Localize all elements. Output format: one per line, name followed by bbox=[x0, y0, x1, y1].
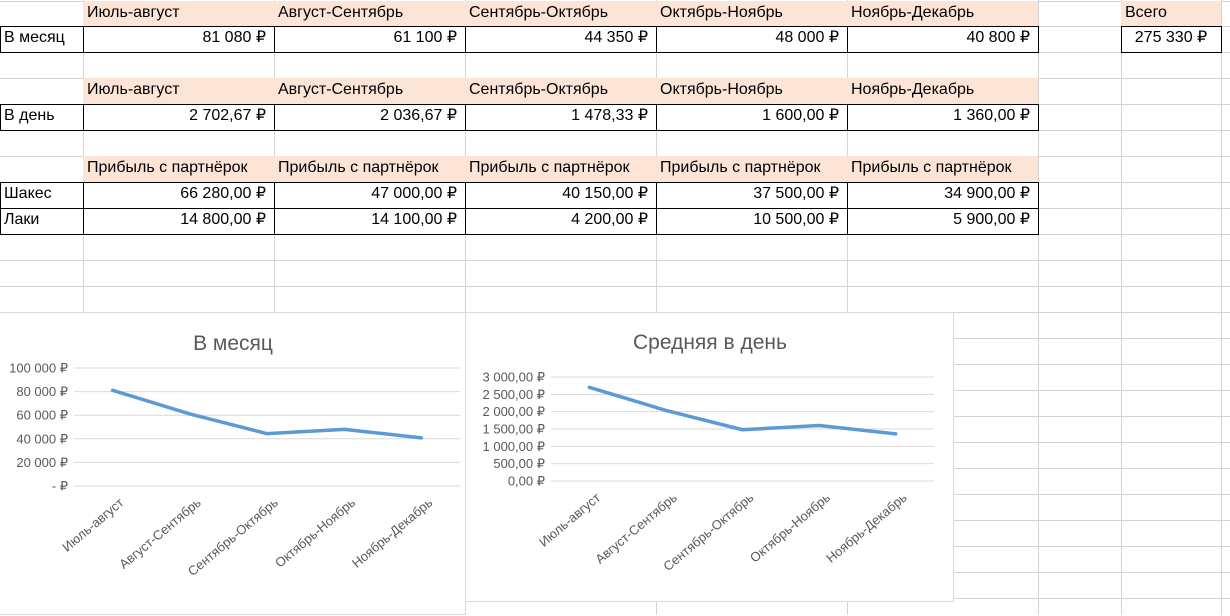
y-tick-label: 500,00 ₽ bbox=[493, 456, 545, 471]
series-line bbox=[110, 388, 424, 440]
header-cell[interactable]: Ноябрь-Декабрь bbox=[847, 1, 1038, 26]
header-cell[interactable]: Ноябрь-Декабрь bbox=[847, 78, 1038, 104]
y-tick-label: 2 000,00 ₽ bbox=[483, 404, 546, 419]
data-point bbox=[741, 428, 744, 432]
chart-daily-plot: Средняя в день 0,00 ₽ 500,00 ₽ 1 000,00 ₽ 1 … bbox=[483, 331, 934, 574]
data-point bbox=[587, 385, 591, 389]
chart-monthly[interactable]: В месяц - ₽ 20 000 ₽ 40 000 ₽ 60 000 ₽ 80 000… bbox=[0, 312, 466, 615]
total-header-cell[interactable]: Всего bbox=[1121, 1, 1221, 26]
data-point bbox=[817, 424, 821, 428]
header-cell[interactable]: Прибыль с партнёрок bbox=[465, 156, 656, 182]
chart-title: Средняя в день bbox=[633, 331, 787, 354]
y-tick-label: 80 000 ₽ bbox=[16, 384, 68, 399]
value-cell[interactable]: 40 800 ₽ bbox=[966, 29, 1030, 46]
y-tick-label: 2 500,00 ₽ bbox=[483, 387, 546, 402]
value-cell[interactable]: 34 900,00 ₽ bbox=[944, 185, 1030, 202]
chart-title: В месяц bbox=[193, 332, 273, 355]
value-cell[interactable]: 1 600,00 ₽ bbox=[762, 107, 839, 124]
header-cell[interactable]: Октябрь-Ноябрь bbox=[656, 78, 847, 104]
data-point bbox=[342, 427, 346, 431]
x-tick-label: Август-Сентябрь bbox=[116, 495, 204, 572]
data-point bbox=[188, 412, 192, 416]
value-cell[interactable]: 40 150,00 ₽ bbox=[562, 185, 648, 202]
value-cell[interactable]: 2 036,67 ₽ bbox=[380, 107, 457, 124]
header-cell[interactable]: Сентябрь-Октябрь bbox=[465, 78, 656, 104]
x-tick-label: Август-Сентябрь bbox=[592, 490, 680, 567]
data-point bbox=[419, 436, 423, 440]
header-cell[interactable]: Прибыль с партнёрок bbox=[656, 156, 847, 182]
header-cell[interactable]: Август-Сентябрь bbox=[274, 1, 465, 26]
y-tick-label: 20 000 ₽ bbox=[16, 455, 68, 470]
value-cell[interactable]: 14 100,00 ₽ bbox=[371, 211, 457, 228]
row-label-shakes[interactable]: Шакес bbox=[4, 185, 52, 202]
y-tick-label: 0,00 ₽ bbox=[508, 474, 545, 489]
y-tick-label: 100 000 ₽ bbox=[9, 361, 68, 376]
value-cell[interactable]: 14 800,00 ₽ bbox=[180, 211, 266, 228]
x-tick-label: Октябрь-Ноябрь bbox=[272, 495, 358, 571]
data-point bbox=[265, 432, 269, 436]
row-label-month[interactable]: В месяц bbox=[4, 29, 65, 46]
value-cell[interactable]: 1 478,33 ₽ bbox=[571, 107, 648, 124]
header-cell[interactable]: Июль-август bbox=[83, 1, 274, 26]
value-cell[interactable]: 47 000,00 ₽ bbox=[371, 185, 457, 202]
value-cell[interactable]: 37 500,00 ₽ bbox=[753, 185, 839, 202]
value-cell[interactable]: 5 900,00 ₽ bbox=[953, 211, 1030, 228]
y-tick-label: 1 500,00 ₽ bbox=[483, 422, 546, 437]
chart-daily[interactable]: Средняя в день 0,00 ₽ 500,00 ₽ 1 000,00 ₽ 1 … bbox=[465, 312, 954, 602]
value-cell[interactable]: 48 000 ₽ bbox=[775, 29, 839, 46]
data-point bbox=[894, 432, 898, 436]
x-tick-label: Июль-август bbox=[536, 490, 603, 550]
header-cell[interactable]: Июль-август bbox=[83, 78, 274, 104]
value-cell[interactable]: 66 280,00 ₽ bbox=[180, 185, 266, 202]
y-tick-label: - ₽ bbox=[52, 479, 68, 494]
value-cell[interactable]: 1 360,00 ₽ bbox=[953, 107, 1030, 124]
value-cell[interactable]: 81 080 ₽ bbox=[202, 29, 266, 46]
header-cell[interactable]: Август-Сентябрь bbox=[274, 78, 465, 104]
data-point bbox=[664, 408, 668, 412]
header-cell[interactable]: Октябрь-Ноябрь bbox=[656, 1, 847, 26]
chart-monthly-plot: В месяц - ₽ 20 000 ₽ 40 000 ₽ 60 000 ₽ 80 000… bbox=[9, 332, 460, 579]
header-cell[interactable]: Прибыль с партнёрок bbox=[847, 156, 1038, 182]
y-tick-label: 1 000,00 ₽ bbox=[483, 439, 546, 454]
header-cell[interactable]: Прибыль с партнёрок bbox=[83, 156, 274, 182]
y-tick-label: 60 000 ₽ bbox=[16, 408, 68, 423]
row-label-laki[interactable]: Лаки bbox=[4, 211, 40, 228]
value-cell[interactable]: 44 350 ₽ bbox=[584, 29, 648, 46]
value-cell[interactable]: 61 100 ₽ bbox=[393, 29, 457, 46]
x-tick-label: Ноябрь-Декабрь bbox=[349, 495, 436, 571]
x-tick-label: Ноябрь-Декабрь bbox=[823, 490, 910, 566]
data-point bbox=[111, 388, 115, 392]
header-cell[interactable]: Прибыль с партнёрок bbox=[274, 156, 465, 182]
header-cell[interactable]: Сентябрь-Октябрь bbox=[465, 1, 656, 26]
y-tick-label: 3 000,00 ₽ bbox=[483, 370, 546, 385]
value-cell[interactable]: 4 200,00 ₽ bbox=[571, 211, 648, 228]
value-cell[interactable]: 2 702,67 ₽ bbox=[189, 107, 266, 124]
x-tick-label: Июль-август bbox=[59, 495, 126, 555]
row-label-day[interactable]: В день bbox=[4, 107, 55, 124]
y-tick-label: 40 000 ₽ bbox=[16, 431, 68, 446]
total-value-cell[interactable]: 275 330 ₽ bbox=[1134, 29, 1208, 46]
x-tick-label: Октябрь-Ноябрь bbox=[747, 490, 833, 566]
value-cell[interactable]: 10 500,00 ₽ bbox=[753, 211, 839, 228]
